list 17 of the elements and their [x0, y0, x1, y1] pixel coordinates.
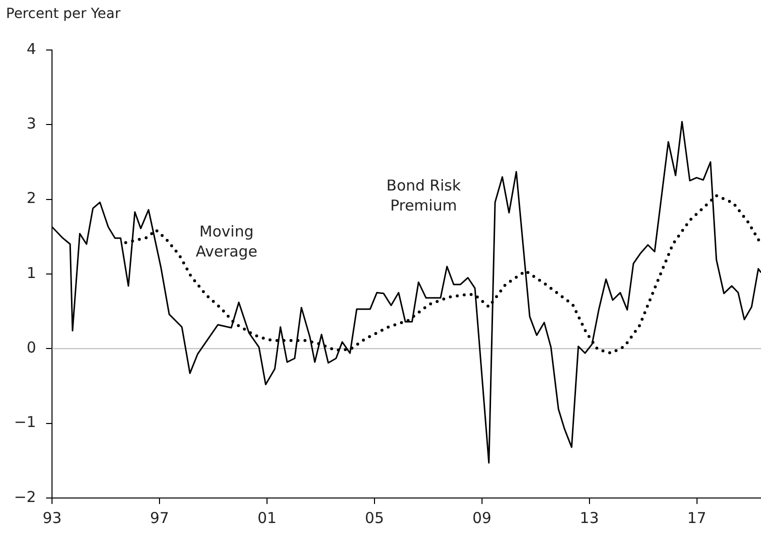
y-tick-label: 0 — [26, 338, 36, 357]
y-tick-label: 2 — [26, 189, 36, 208]
x-tick-label: 05 — [364, 508, 384, 527]
x-tick-label: 01 — [257, 508, 277, 527]
text: Bond Risk Premium — [386, 176, 462, 214]
y-tick-label: −1 — [14, 413, 36, 432]
y-tick-label: −2 — [14, 488, 36, 506]
y-tick-label: 4 — [26, 40, 36, 58]
x-tick-label: 93 — [42, 508, 62, 527]
series-label: Moving Average — [196, 222, 258, 261]
x-tick-label: 13 — [580, 508, 599, 527]
y-tick-label: 1 — [26, 264, 36, 282]
y-axis-title: Percent per Year — [6, 6, 120, 22]
x-tick-label: 17 — [687, 508, 706, 527]
y-tick-label: 3 — [26, 114, 36, 133]
x-tick-label: 97 — [150, 508, 170, 527]
x-tick-label: 09 — [472, 508, 492, 527]
